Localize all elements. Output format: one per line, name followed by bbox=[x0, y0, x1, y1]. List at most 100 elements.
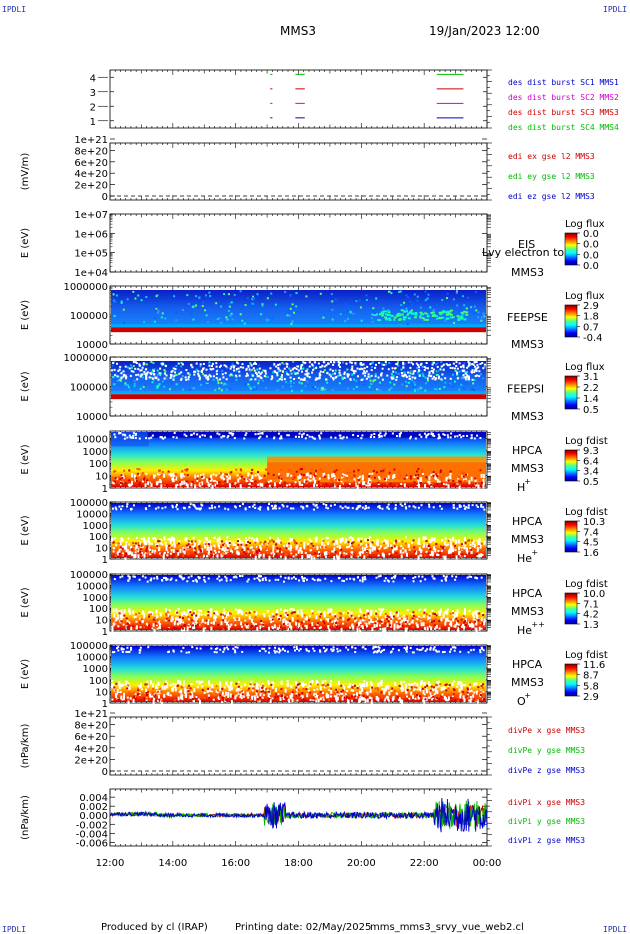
pixel bbox=[330, 378, 333, 381]
pixel bbox=[161, 436, 164, 439]
pixel bbox=[172, 367, 175, 370]
pixel bbox=[264, 484, 267, 487]
pixel bbox=[141, 545, 144, 548]
pixel bbox=[421, 317, 425, 320]
pixel bbox=[422, 472, 425, 475]
pixel bbox=[314, 554, 317, 557]
pixel bbox=[390, 376, 393, 379]
pixel bbox=[369, 363, 372, 366]
pixel bbox=[243, 477, 246, 480]
pixel bbox=[195, 507, 198, 510]
pixel bbox=[388, 546, 391, 549]
pixel bbox=[132, 610, 135, 615]
pixel bbox=[233, 293, 236, 296]
pixel bbox=[147, 538, 150, 543]
pixel bbox=[440, 507, 443, 510]
pixel bbox=[352, 434, 355, 437]
pixel bbox=[198, 296, 201, 299]
pixel bbox=[165, 377, 168, 380]
pixel bbox=[414, 506, 417, 509]
pixel bbox=[132, 432, 135, 435]
pixel bbox=[482, 312, 485, 315]
pixel bbox=[150, 376, 153, 379]
pixel bbox=[123, 545, 126, 550]
pixel bbox=[135, 545, 138, 550]
pixel bbox=[202, 301, 205, 304]
pixel bbox=[403, 477, 406, 480]
pixel bbox=[216, 552, 219, 555]
pixel bbox=[223, 555, 226, 558]
pixel bbox=[214, 389, 217, 392]
pixel bbox=[135, 536, 138, 539]
pixel bbox=[146, 551, 149, 554]
pixel bbox=[315, 469, 318, 472]
pixel bbox=[461, 377, 464, 380]
pixel bbox=[231, 483, 234, 486]
pixel bbox=[225, 365, 228, 368]
pixel bbox=[244, 434, 247, 437]
pixel bbox=[147, 537, 150, 540]
pixel bbox=[375, 363, 378, 366]
pixel bbox=[474, 291, 477, 294]
pixel bbox=[234, 547, 237, 550]
pixel bbox=[273, 482, 276, 487]
pixel bbox=[146, 545, 149, 548]
pixel bbox=[459, 365, 462, 368]
pixel bbox=[393, 383, 396, 386]
pixel bbox=[408, 505, 411, 508]
pixel bbox=[417, 506, 420, 509]
pixel bbox=[286, 365, 289, 368]
pixel bbox=[341, 376, 344, 379]
pixel bbox=[387, 503, 390, 506]
pixel bbox=[114, 551, 117, 554]
pixel bbox=[438, 387, 441, 390]
pixel bbox=[219, 479, 222, 482]
pixel bbox=[314, 361, 317, 364]
pixel bbox=[249, 305, 252, 308]
pixel bbox=[404, 542, 407, 545]
pixel bbox=[360, 376, 363, 379]
pixel bbox=[334, 369, 337, 372]
pixel bbox=[312, 503, 315, 506]
pixel bbox=[198, 546, 201, 549]
pixel bbox=[248, 615, 251, 620]
y-tick-label: 1e+04 bbox=[74, 268, 108, 279]
pixel bbox=[114, 436, 117, 439]
pixel bbox=[231, 374, 234, 377]
pixel bbox=[259, 482, 262, 487]
pixel bbox=[419, 369, 422, 372]
pixel bbox=[156, 386, 159, 389]
pixel bbox=[162, 553, 165, 558]
pixel bbox=[142, 385, 145, 388]
pixel bbox=[138, 364, 141, 367]
pixel bbox=[276, 374, 279, 377]
pixel bbox=[288, 314, 291, 317]
pixel bbox=[440, 365, 443, 368]
pixel bbox=[465, 378, 468, 381]
pixel bbox=[452, 617, 455, 622]
pixel bbox=[416, 299, 419, 302]
colorbar-tick-label: 0.0 bbox=[583, 261, 599, 272]
pixel bbox=[430, 433, 433, 436]
pixel bbox=[478, 370, 481, 373]
pixel bbox=[438, 435, 441, 438]
pixel bbox=[131, 473, 134, 478]
pixel bbox=[220, 436, 223, 439]
pixel bbox=[291, 477, 294, 480]
pixel bbox=[452, 479, 455, 482]
pixel bbox=[395, 314, 399, 317]
pixel bbox=[141, 376, 144, 379]
pixel bbox=[174, 368, 177, 371]
pixel bbox=[357, 434, 360, 437]
pixel bbox=[307, 372, 310, 375]
pixel bbox=[323, 544, 326, 549]
pixel bbox=[159, 612, 162, 617]
pixel bbox=[258, 551, 261, 554]
pixel bbox=[442, 310, 446, 313]
pixel bbox=[295, 305, 298, 308]
pixel bbox=[368, 480, 371, 485]
pixel bbox=[249, 554, 252, 557]
pixel bbox=[391, 367, 394, 370]
pixel bbox=[413, 550, 416, 553]
pixel bbox=[462, 542, 465, 547]
